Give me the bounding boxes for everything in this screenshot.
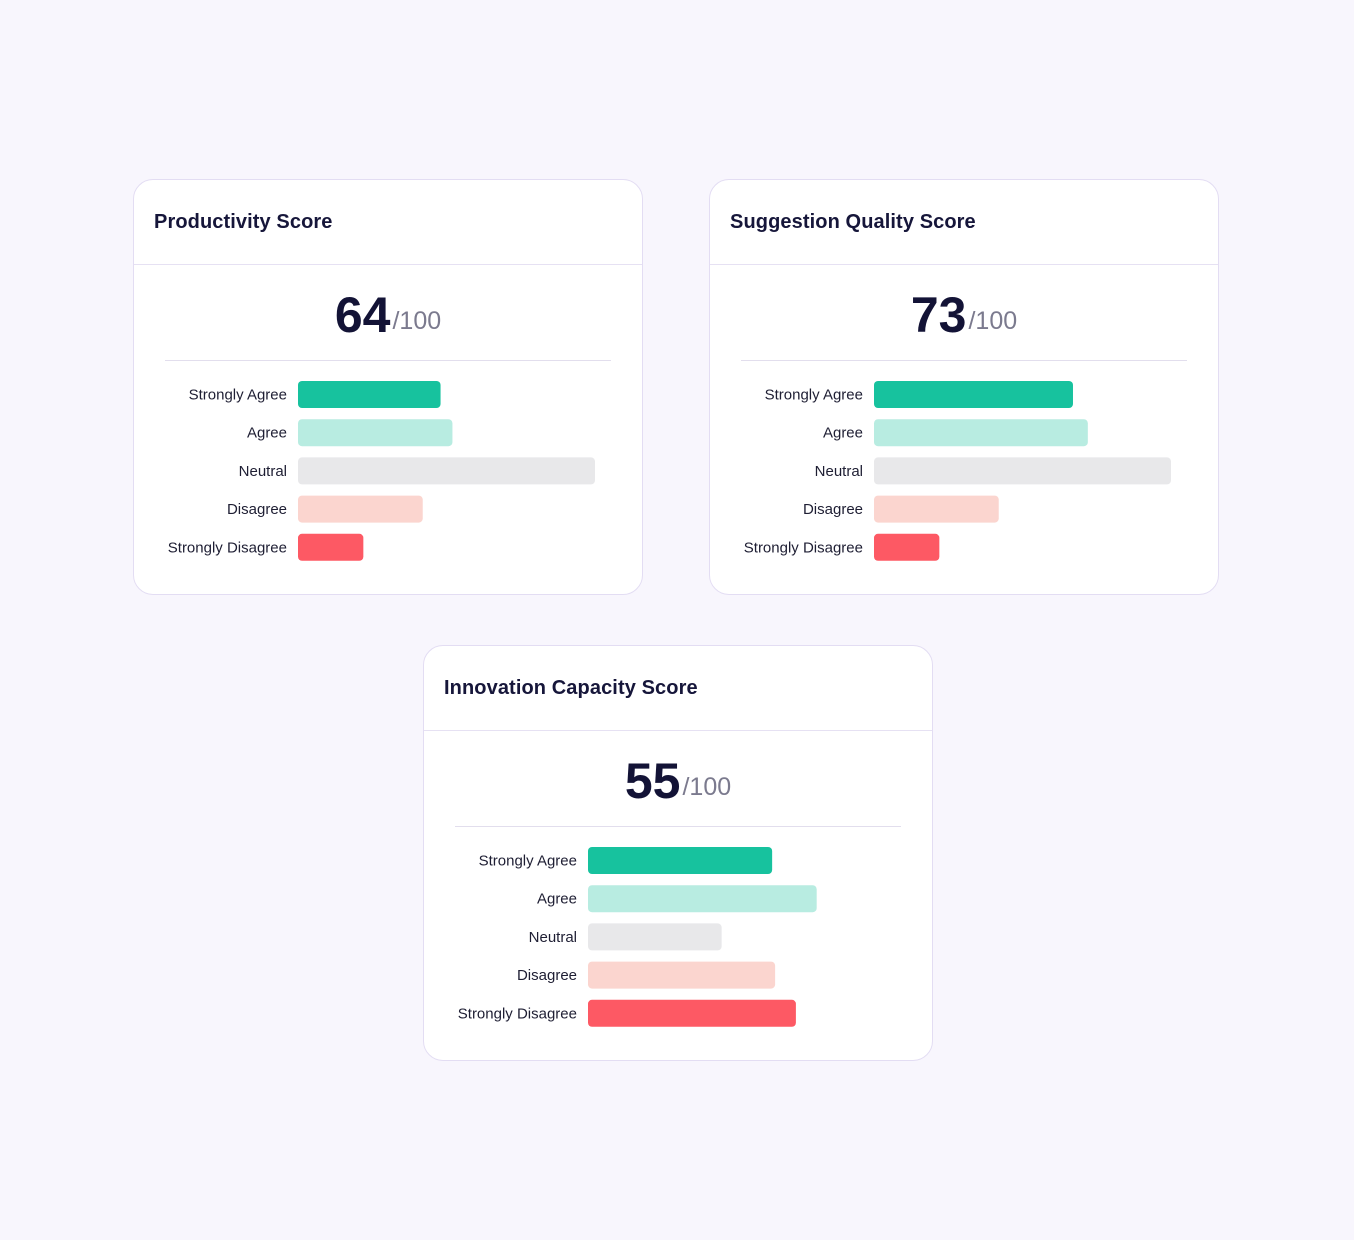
card-header: Suggestion Quality Score bbox=[710, 180, 1218, 265]
bar-label: Agree bbox=[247, 425, 287, 442]
bar-label: Strongly Disagree bbox=[458, 1005, 577, 1022]
score-max: /100 bbox=[682, 773, 732, 801]
bar-label: Strongly Disagree bbox=[168, 539, 287, 556]
bar-label: Disagree bbox=[227, 501, 287, 518]
bar-neutral bbox=[874, 457, 1171, 485]
score-display: 73 /100 bbox=[741, 265, 1187, 361]
bar-label: Agree bbox=[537, 891, 577, 908]
score-max: /100 bbox=[968, 307, 1018, 335]
bar-label: Strongly Agree bbox=[479, 853, 577, 870]
bar-strongly-agree bbox=[588, 847, 773, 874]
bar-disagree bbox=[298, 495, 423, 523]
bar-disagree bbox=[874, 495, 999, 523]
productivity-score-card: Productivity Score 64 /100 Strongly Agre… bbox=[133, 179, 643, 595]
card-title: Productivity Score bbox=[154, 210, 333, 233]
bar-strongly-disagree bbox=[588, 999, 796, 1027]
bar-label: Disagree bbox=[803, 501, 863, 518]
response-bar-chart: Strongly Agree Agree Neutral Disagree Strong… bbox=[458, 847, 817, 1027]
bar-disagree bbox=[588, 961, 776, 989]
score-max: /100 bbox=[392, 307, 442, 335]
score-value: 55 bbox=[624, 752, 681, 809]
card-title: Innovation Capacity Score bbox=[444, 676, 698, 699]
bar-agree bbox=[874, 419, 1088, 447]
suggestion-quality-score-card: Suggestion Quality Score 73 /100 Strongl… bbox=[709, 179, 1219, 595]
score-display: 55 /100 bbox=[455, 731, 901, 827]
score-value: 64 bbox=[334, 286, 391, 343]
bar-neutral bbox=[588, 923, 722, 951]
bar-agree bbox=[588, 885, 817, 913]
bar-label: Neutral bbox=[529, 929, 577, 946]
bar-label: Strongly Agree bbox=[189, 387, 287, 404]
bar-label: Strongly Agree bbox=[765, 387, 863, 404]
innovation-capacity-score-card: Innovation Capacity Score 55 /100 Strong… bbox=[423, 645, 933, 1061]
bar-label: Agree bbox=[823, 425, 863, 442]
bar-agree bbox=[298, 419, 453, 447]
response-bar-chart: Strongly Agree Agree Neutral Disagree Strong… bbox=[744, 381, 1171, 561]
card-title: Suggestion Quality Score bbox=[730, 210, 976, 233]
response-bar-chart: Strongly Agree Agree Neutral Disagree Strong… bbox=[168, 381, 595, 561]
bar-neutral bbox=[298, 457, 595, 485]
card-header: Innovation Capacity Score bbox=[424, 646, 932, 731]
score-value: 73 bbox=[910, 286, 967, 343]
bar-label: Neutral bbox=[239, 463, 287, 480]
bar-label: Neutral bbox=[815, 463, 863, 480]
score-display: 64 /100 bbox=[165, 265, 611, 361]
bar-strongly-agree bbox=[298, 381, 441, 408]
bar-label: Disagree bbox=[517, 967, 577, 984]
bar-strongly-disagree bbox=[874, 533, 940, 561]
bar-strongly-disagree bbox=[298, 533, 364, 561]
bar-label: Strongly Disagree bbox=[744, 539, 863, 556]
bar-strongly-agree bbox=[874, 381, 1073, 408]
card-header: Productivity Score bbox=[134, 180, 642, 265]
